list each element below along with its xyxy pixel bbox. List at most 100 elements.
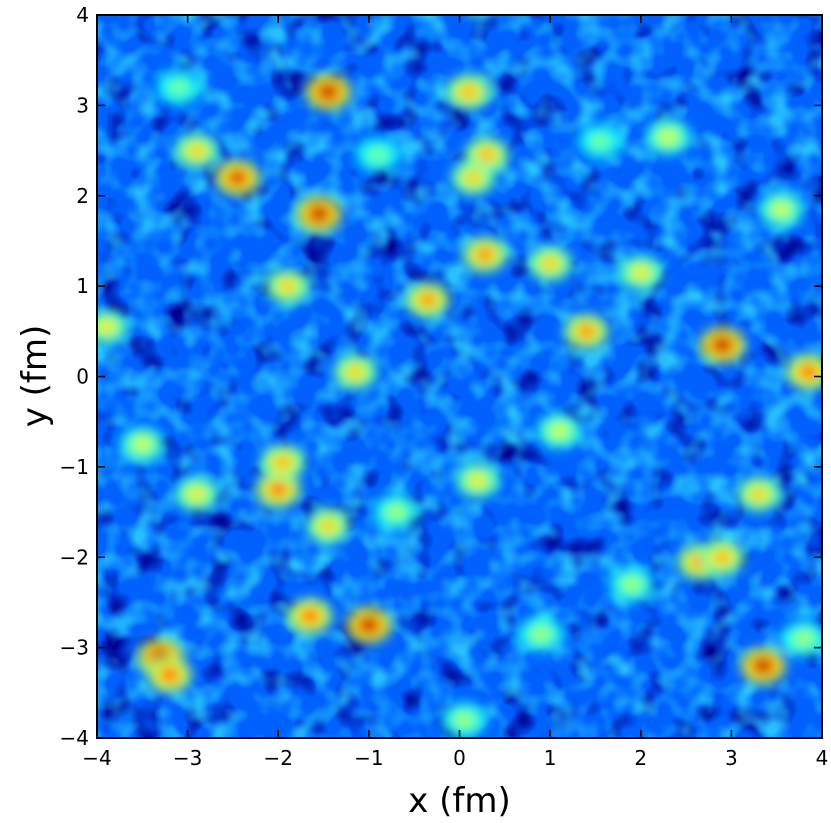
hotspot <box>645 119 691 155</box>
y-tick-label: −3 <box>60 636 89 660</box>
hotspot-ring <box>275 456 290 468</box>
hotspot <box>450 160 496 196</box>
hotspot <box>355 137 401 173</box>
hotspot-ring <box>579 325 594 337</box>
hotspot <box>147 657 192 693</box>
hotspot <box>699 539 745 575</box>
x-tick-label: −3 <box>173 746 202 770</box>
hotspot-ring <box>361 619 376 631</box>
hotspot <box>518 616 564 652</box>
x-tick-label: 4 <box>816 746 829 770</box>
x-axis-ticks: −4 −3 −2 −1 0 1 2 3 4 <box>82 15 828 770</box>
hotspot-ring <box>715 339 730 351</box>
hotspot-ring <box>552 425 567 437</box>
hotspot-ring <box>302 610 317 622</box>
x-tick-label: −1 <box>354 746 383 770</box>
hotspot <box>527 245 573 282</box>
hotspot-ring <box>420 294 435 306</box>
x-axis-label: x (fm) <box>408 781 511 821</box>
hotspot <box>786 354 822 390</box>
hotspot-ring <box>99 321 114 333</box>
hotspot <box>305 74 351 110</box>
hotspot-ring <box>592 136 607 148</box>
hotspot-ring <box>321 520 336 532</box>
hotspot <box>287 598 333 634</box>
hotspot <box>346 607 392 643</box>
hotspot <box>373 494 419 530</box>
hotspot-ring <box>189 145 204 157</box>
hotspot <box>215 160 260 196</box>
hotspot <box>609 566 655 602</box>
hotspot-ring <box>534 628 549 640</box>
hotspot <box>255 471 301 508</box>
hotspot-ring <box>457 714 472 726</box>
hotspot <box>296 196 342 232</box>
hotspot <box>563 313 609 349</box>
x-tick-label: 2 <box>634 746 647 770</box>
hotspot <box>174 132 220 169</box>
hotspot-ring <box>715 551 730 563</box>
x-tick-label: 1 <box>544 746 557 770</box>
hotspot <box>97 309 129 345</box>
hotspot <box>156 69 201 105</box>
hotspot-ring <box>756 660 771 672</box>
hotspot-ring <box>479 149 494 161</box>
y-tick-label: 4 <box>76 3 89 27</box>
y-tick-label: 0 <box>76 365 89 389</box>
hotspot-ring <box>477 248 492 260</box>
hotspot <box>740 648 786 684</box>
hotspot <box>781 620 822 657</box>
heatmap-hotspots <box>97 69 822 738</box>
hotspot-ring <box>312 208 327 220</box>
hotspot-ring <box>633 267 648 279</box>
hotspot-ring <box>271 483 286 495</box>
hotspot-ring <box>774 203 789 215</box>
hotspot-ring <box>461 86 476 98</box>
hotspot-ring <box>466 172 481 184</box>
x-tick-label: 3 <box>725 746 738 770</box>
y-axis-ticks: −4 −3 −2 −1 0 1 2 3 4 <box>60 3 822 750</box>
heatmap-mid-intensity-texture <box>97 15 822 738</box>
hotspot-ring <box>230 172 245 184</box>
hotspot <box>260 444 306 480</box>
y-axis-label: y (fm) <box>15 325 55 428</box>
hotspot <box>446 74 491 110</box>
hotspot-ring <box>624 578 639 590</box>
hotspot-ring <box>660 131 675 143</box>
hotspot <box>441 702 487 738</box>
hotspot-ring <box>370 149 385 161</box>
hotspot-ring <box>162 669 177 681</box>
y-tick-label: 3 <box>76 93 89 117</box>
hotspot <box>536 413 582 449</box>
hotspot-ring <box>751 488 766 500</box>
y-tick-label: −1 <box>60 455 89 479</box>
hotspot <box>736 476 781 512</box>
hotspot <box>405 282 451 318</box>
hotspot <box>455 462 501 499</box>
hotspot-ring <box>348 366 363 378</box>
hotspot-ring <box>189 488 204 500</box>
hotspot <box>758 191 804 227</box>
hotspot-ring <box>543 258 558 270</box>
hotspot <box>332 354 378 390</box>
x-tick-label: 0 <box>453 746 466 770</box>
hotspot <box>699 327 745 363</box>
hotspot-ring <box>135 438 150 450</box>
hotspot <box>264 268 310 304</box>
hotspot-ring <box>470 474 485 486</box>
hotspot-ring <box>796 633 811 645</box>
hotspot-ring <box>171 81 186 93</box>
hotspot-ring <box>801 366 816 378</box>
x-tick-label: −4 <box>82 746 111 770</box>
x-tick-label: −2 <box>264 746 293 770</box>
y-tick-label: −4 <box>60 726 89 750</box>
hotspot-ring <box>389 506 404 518</box>
hotspot <box>577 123 623 160</box>
hotspot-ring <box>280 280 295 292</box>
y-tick-label: −2 <box>60 545 89 569</box>
heatmap-field <box>97 15 822 738</box>
y-tick-label: 1 <box>76 274 89 298</box>
hotspot-ring <box>321 86 336 98</box>
hotspot <box>618 254 664 291</box>
